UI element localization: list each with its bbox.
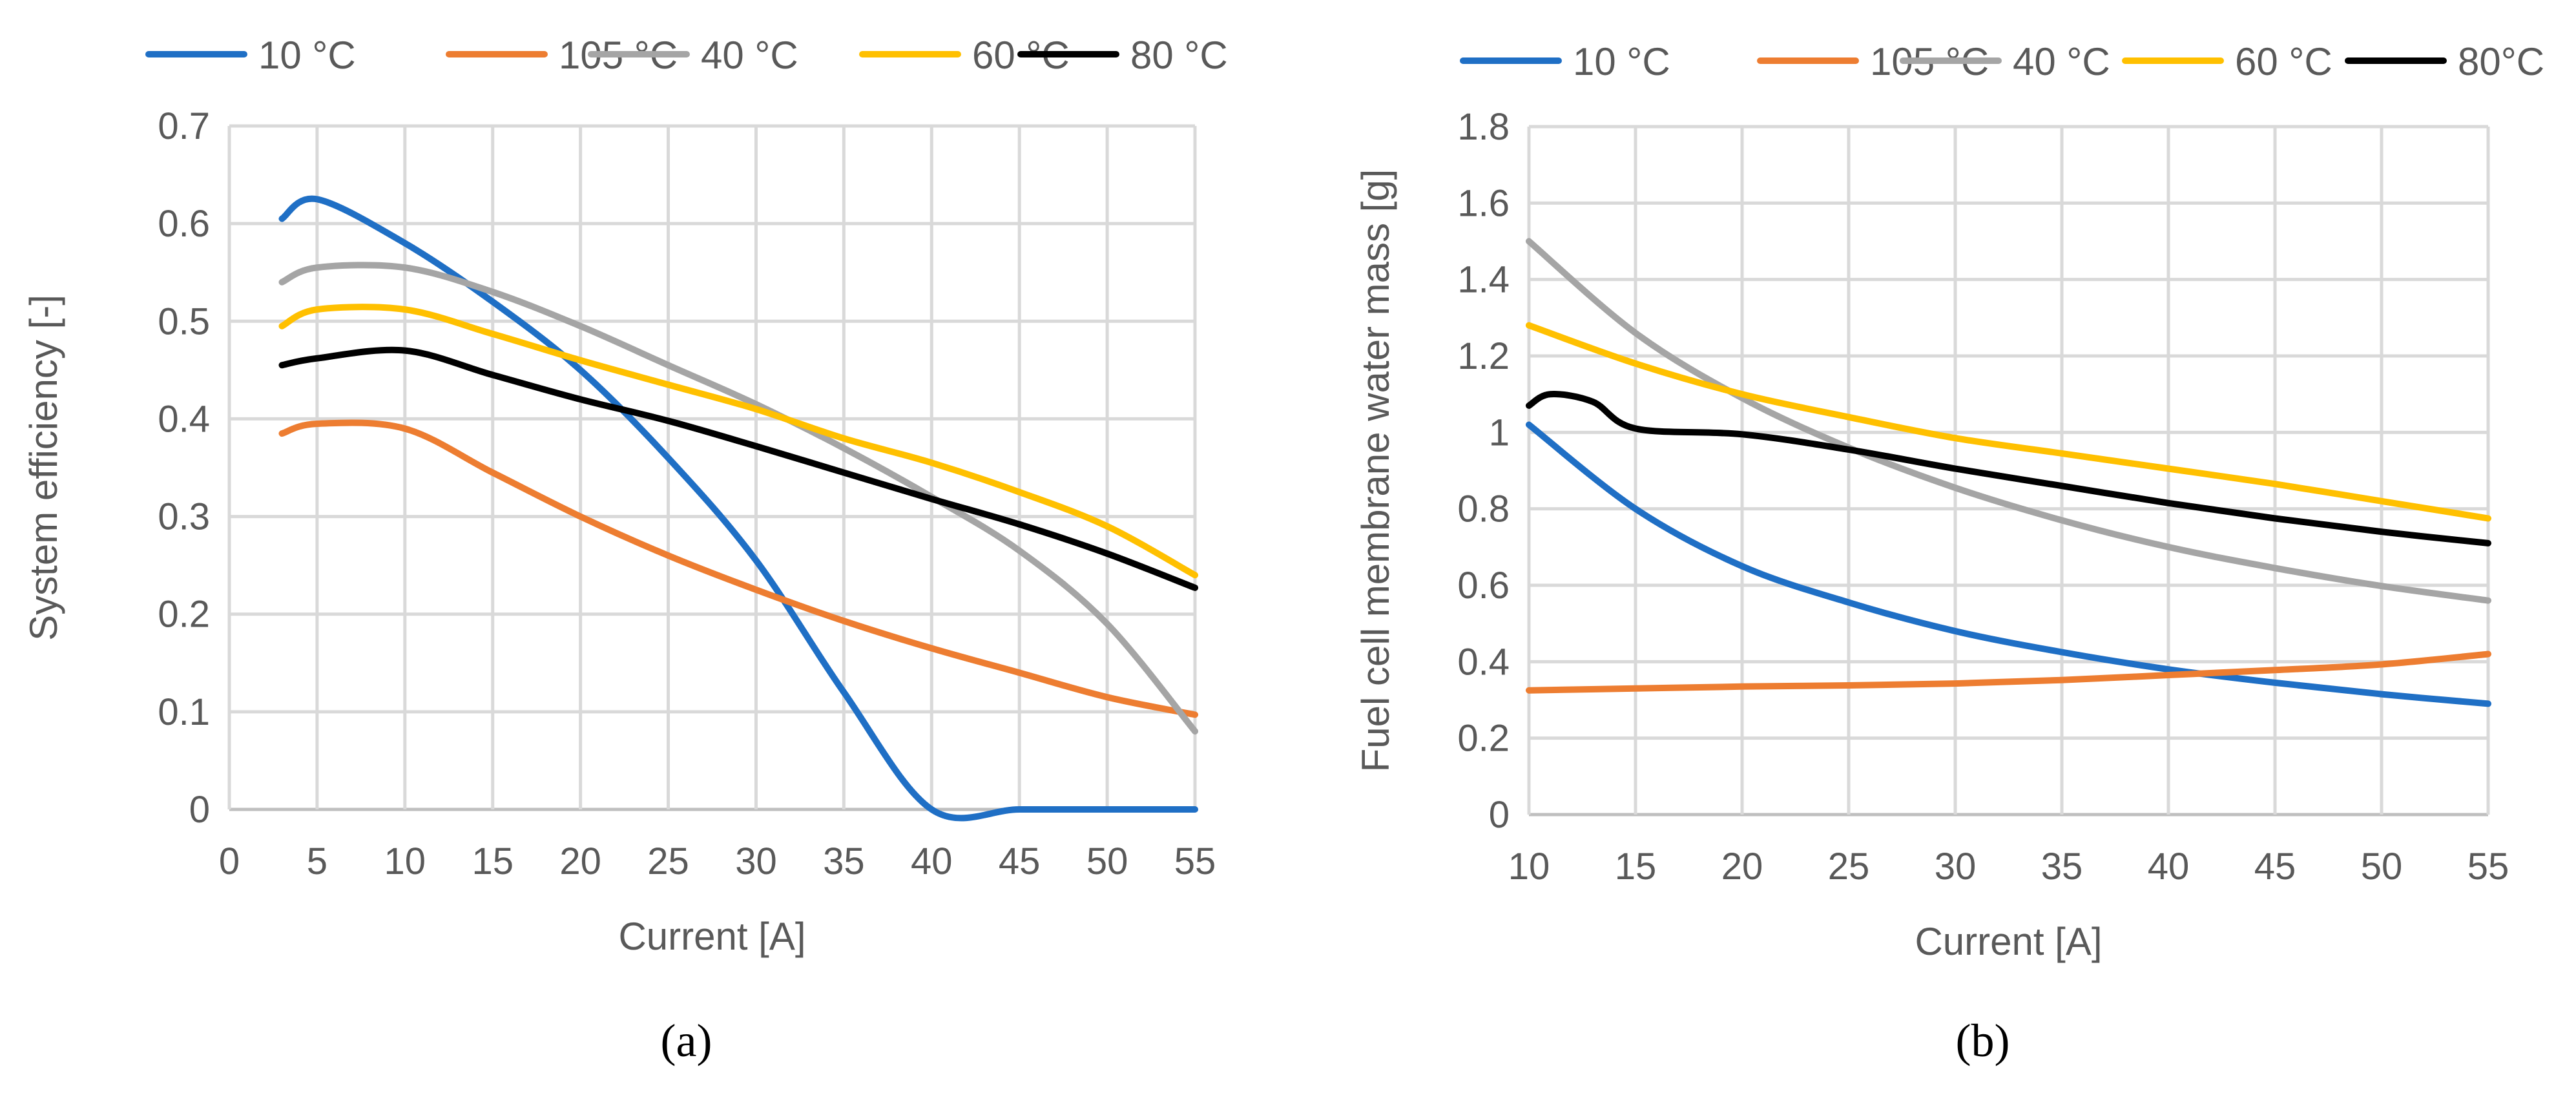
x-tick-label: 10	[384, 840, 426, 882]
x-tick-label: 30	[735, 840, 777, 882]
legend: 10 °C 105 °C 40 °C 60 °C 80°C	[1460, 40, 2544, 83]
legend-label: 40 °C	[701, 34, 798, 77]
legend-label: 40 °C	[2013, 40, 2110, 83]
x-tick-label: 15	[472, 840, 514, 882]
x-axis-title: Current [A]	[1915, 920, 2102, 963]
y-tick-label: 1.6	[1457, 182, 1510, 224]
y-tick-label: 0.1	[158, 691, 210, 733]
y-tick-label: 0.7	[158, 105, 210, 147]
y-axis-title: System efficiency [-]	[22, 295, 65, 641]
y-tick-label: 0.2	[158, 594, 210, 636]
x-tick-label: 40	[2148, 846, 2190, 888]
y-tick-label: 1.4	[1457, 259, 1510, 301]
y-tick-label: 0.6	[1457, 565, 1510, 607]
y-tick-label: 0.4	[158, 398, 210, 440]
x-tick-label: 55	[1174, 840, 1216, 882]
series-line	[278, 262, 1198, 735]
y-tick-label: 0.2	[1457, 718, 1510, 760]
series-line	[1526, 651, 2491, 694]
legend: 10 °C 105 °C 40 °C 60 °C 80 °C	[145, 34, 1228, 77]
y-tick-label: 1.2	[1457, 335, 1510, 377]
x-tick-label: 5	[307, 840, 327, 882]
x-tick-label: 20	[1721, 846, 1763, 888]
y-tick-label: 1	[1489, 411, 1510, 453]
legend-label: 80°C	[2458, 40, 2544, 83]
x-tick-label: 0	[219, 840, 240, 882]
x-tick-label: 35	[823, 840, 865, 882]
series-line	[1526, 391, 2491, 546]
y-tick-label: 0.4	[1457, 641, 1510, 683]
panel-label: (b)	[1956, 1015, 2010, 1067]
x-tick-label: 45	[999, 840, 1041, 882]
panel-label: (a)	[661, 1015, 712, 1067]
x-tick-label: 25	[1828, 846, 1870, 888]
chart-panel-b: 0 0.2 0.4 0.6 0.8 1 1.2 1.4 1.6 1.8 10 15 20 25 30 35 40…	[1354, 40, 2544, 1067]
series-line	[1526, 238, 2491, 604]
y-tick-label: 0.5	[158, 300, 210, 342]
x-axis-title: Current [A]	[618, 915, 805, 958]
y-axis-title: Fuel cell membrane water mass [g]	[1354, 169, 1397, 773]
x-tick-label: 40	[911, 840, 953, 882]
x-tick-label: 15	[1615, 846, 1657, 888]
y-tick-label: 1.8	[1457, 106, 1510, 148]
x-tick-label: 10	[1508, 846, 1550, 888]
series-line	[1526, 322, 2491, 522]
legend-label: 60 °C	[2235, 40, 2332, 83]
legend-label: 80 °C	[1130, 34, 1228, 77]
y-tick-label: 0.3	[158, 496, 210, 538]
y-tick-label: 0	[1489, 794, 1510, 836]
series-line	[278, 419, 1198, 718]
series-line	[1526, 421, 2491, 707]
legend-label: 10 °C	[258, 34, 356, 77]
series-line	[278, 304, 1198, 579]
legend-label: 10 °C	[1573, 40, 1670, 83]
y-tick-label: 0	[189, 789, 210, 831]
series-line	[278, 195, 1198, 822]
x-tick-label: 55	[2467, 846, 2509, 888]
x-tick-label: 25	[647, 840, 689, 882]
y-tick-label: 0.6	[158, 203, 210, 245]
x-tick-label: 45	[2254, 846, 2296, 888]
y-tick-label: 0.8	[1457, 488, 1510, 530]
x-tick-label: 20	[559, 840, 601, 882]
series-line	[278, 346, 1198, 591]
x-tick-label: 50	[1086, 840, 1128, 882]
x-tick-label: 50	[2361, 846, 2403, 888]
x-tick-label: 30	[1935, 846, 1977, 888]
chart-panel-a: 0 0.1 0.2 0.3 0.4 0.5 0.6 0.7 0 5 10 15 20 25 30 35 40 45…	[22, 34, 1228, 1067]
x-tick-label: 35	[2041, 846, 2083, 888]
